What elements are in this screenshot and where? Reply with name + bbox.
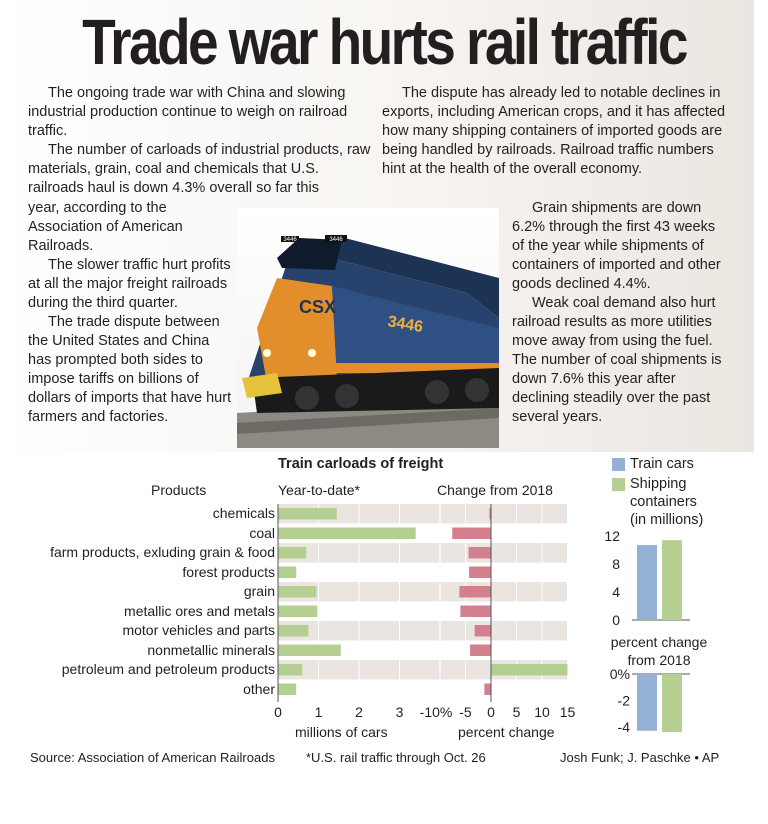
number-board-left <box>281 236 299 242</box>
ytd-bar <box>278 547 307 559</box>
locomotive-photo: 3446 3446 CSX 3446 <box>237 208 499 448</box>
change-bar <box>484 683 491 695</box>
story-column-1-mid: The number of carloads of industrial pro… <box>28 141 372 203</box>
change-tick-label: 10 <box>534 704 550 720</box>
ytd-bar <box>278 605 318 617</box>
pct-tick-label: -2 <box>618 692 631 708</box>
row-stripe <box>278 543 568 563</box>
ytd-tick-label: 3 <box>395 704 404 720</box>
story-paragraph: Grain shipments are down 6.2% through th… <box>512 200 721 292</box>
headline: Trade war hurts rail traffic <box>82 6 688 78</box>
change-bar <box>452 527 491 539</box>
category-label: forest products <box>182 563 275 580</box>
story-paragraph: The trade dispute between the United Sta… <box>28 314 232 425</box>
pct-change-title: percent change from 2018 <box>610 634 708 668</box>
story-column-2-top: The dispute has already led to notable d… <box>382 84 728 179</box>
change-tick-label: -5 <box>459 704 472 720</box>
pct-tick-label: -4 <box>618 719 631 735</box>
pct-bar-containers <box>662 674 682 733</box>
totals-tick-label: 12 <box>604 528 620 544</box>
category-label: chemicals <box>212 505 275 521</box>
footnote: *U.S. rail traffic through Oct. 26 <box>306 750 486 765</box>
totals-tick-label: 0 <box>612 612 620 628</box>
ytd-bar <box>278 566 297 578</box>
ytd-bar <box>278 508 337 520</box>
legend-label-train: Train cars <box>630 456 694 472</box>
story-paragraph: The slower traffic hurt profits at all t… <box>28 257 231 311</box>
ytd-bar <box>278 664 303 676</box>
legend-label-containers-1: Shipping <box>630 476 687 492</box>
category-label: farm products, exluding grain & food <box>50 544 275 560</box>
row-stripe <box>278 621 568 641</box>
change-bar <box>460 605 491 617</box>
change-bar <box>468 547 491 559</box>
totals-tick-label: 8 <box>612 556 620 572</box>
story-paragraph: year, according to the Association of Am… <box>28 200 183 254</box>
story-column-2-narrow: Grain shipments are down 6.2% through th… <box>512 199 730 427</box>
locomotive-logo: CSX <box>299 297 336 317</box>
ytd-axis-label: millions of cars <box>295 724 388 740</box>
change-tick-label: 15 <box>559 704 576 720</box>
change-bar <box>491 664 568 676</box>
locomotive-number: 3446 <box>329 237 343 243</box>
locomotive-number: 3446 <box>283 237 297 243</box>
category-label: coal <box>249 524 275 541</box>
ytd-bar <box>278 586 317 598</box>
category-label: metallic ores and metals <box>124 602 275 619</box>
totals-tick-label: 4 <box>612 584 620 600</box>
locomotive-side-number: 3446 <box>386 313 424 336</box>
category-label: grain <box>243 583 275 599</box>
source-note: Source: Association of American Railroad… <box>30 750 275 765</box>
change-bar <box>489 508 491 520</box>
legend-label-containers-3: (in millions) <box>630 512 704 528</box>
ytd-subtitle: Year-to-date* <box>278 482 360 498</box>
change-subtitle: Change from 2018 <box>437 482 553 498</box>
story-paragraph: The ongoing trade war with China and slo… <box>28 85 348 139</box>
ytd-bar <box>278 644 341 656</box>
category-label: petroleum and petroleum products <box>61 661 275 677</box>
story-paragraph: Weak coal demand also hurt railroad resu… <box>512 295 722 425</box>
change-tick-label: 0 <box>487 704 495 720</box>
category-header: Products <box>151 482 207 498</box>
change-bar <box>469 566 491 578</box>
ytd-tick-label: 0 <box>274 704 282 720</box>
category-label: motor vehicles and parts <box>122 622 275 638</box>
ytd-bar <box>278 527 416 539</box>
change-tick-label: -10% <box>419 704 453 720</box>
number-board-right <box>325 235 347 242</box>
row-stripe <box>278 582 568 602</box>
change-axis-label: percent change <box>458 724 555 740</box>
story-column-1-narrow: year, according to the Association of Am… <box>28 199 233 427</box>
ytd-tick-label: 1 <box>314 704 323 720</box>
ytd-tick-label: 2 <box>355 704 363 720</box>
credit: Josh Funk; J. Paschke • AP <box>560 750 720 765</box>
row-stripe <box>278 504 568 524</box>
totals-bar-train <box>637 545 657 620</box>
change-tick-label: 5 <box>512 704 521 720</box>
totals-bar-containers <box>662 540 682 620</box>
category-label: nonmetallic minerals <box>147 641 275 658</box>
change-bar <box>459 586 491 598</box>
story-paragraph: The number of carloads of industrial pro… <box>28 142 371 196</box>
change-bar <box>474 625 491 637</box>
ytd-bar <box>278 625 309 637</box>
chart-title: Train carloads of freight <box>278 456 444 472</box>
legend-label-containers-2: containers <box>630 494 697 510</box>
story-paragraph: The dispute has already led to notable d… <box>382 85 726 177</box>
category-label: other <box>243 680 275 697</box>
pct-bar-train <box>637 674 657 731</box>
change-bar <box>470 644 491 656</box>
pct-tick-label: 0% <box>610 666 630 682</box>
ytd-bar <box>278 683 297 695</box>
legend-swatch-train <box>612 458 625 471</box>
story-column-1-top: The ongoing trade war with China and slo… <box>28 84 372 141</box>
legend-swatch-containers <box>612 478 625 491</box>
